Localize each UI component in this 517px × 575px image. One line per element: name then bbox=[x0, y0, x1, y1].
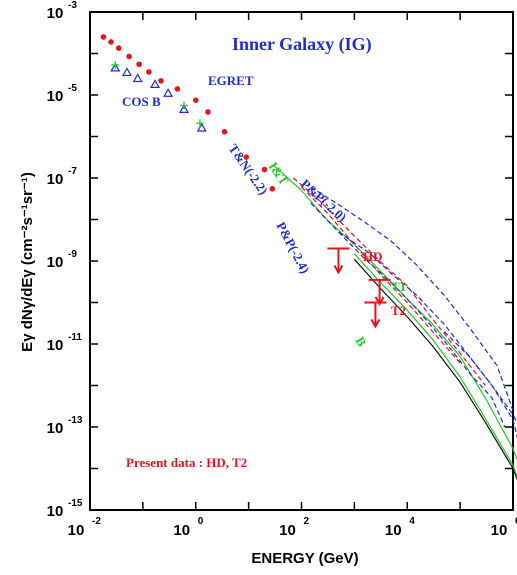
y-axis-title: Eγ dNγ/dEγ (cm⁻²s⁻¹sr⁻¹) bbox=[19, 172, 36, 352]
annotation-it: I&T bbox=[266, 159, 293, 188]
x-tick-exponent: 6 bbox=[515, 516, 517, 527]
egret-point bbox=[146, 69, 152, 75]
y-tick-label: 10 bbox=[47, 171, 64, 188]
y-tick-label: 10 bbox=[47, 254, 64, 271]
curve-red-dashed-2 bbox=[301, 186, 461, 364]
egret-point bbox=[115, 45, 122, 51]
curve-i-t bbox=[273, 165, 517, 461]
egret-point bbox=[136, 61, 142, 68]
annotation-b: B bbox=[352, 334, 369, 349]
cosb-point bbox=[110, 62, 121, 72]
annotation-pp24: P&P(-2.4) bbox=[273, 219, 313, 275]
y-tick-exponent: -7 bbox=[68, 166, 77, 177]
points-layer bbox=[100, 34, 391, 329]
egret-point bbox=[126, 53, 132, 60]
curve-p-p-2-0- bbox=[310, 186, 514, 411]
egret-point bbox=[100, 34, 107, 40]
egret-point bbox=[269, 185, 276, 192]
x-tick-label: 10 bbox=[173, 522, 190, 539]
cosb-point bbox=[150, 79, 161, 89]
egret-point bbox=[108, 39, 114, 45]
egret-point bbox=[158, 77, 164, 84]
green-cross-point bbox=[180, 101, 189, 110]
curve-blue-dashed-4 bbox=[443, 331, 517, 439]
egret-point bbox=[174, 86, 181, 92]
x-tick-label: 10 bbox=[68, 522, 85, 539]
x-axis-title: ENERGY (GeV) bbox=[251, 550, 358, 567]
x-tick-label: 10 bbox=[279, 522, 296, 539]
egret-point bbox=[243, 154, 250, 160]
y-tick-label: 10 bbox=[47, 5, 64, 22]
annotation-t2: T2 bbox=[391, 303, 406, 318]
x-tick-exponent: 4 bbox=[409, 516, 415, 527]
upper-limit-t2 bbox=[364, 301, 387, 329]
y-tick-exponent: -3 bbox=[68, 0, 77, 11]
x-tick-label: 10 bbox=[385, 522, 402, 539]
cosb-point bbox=[132, 73, 143, 83]
cosb-point bbox=[163, 88, 174, 97]
egret-point bbox=[221, 128, 228, 135]
green-cross-point bbox=[111, 60, 120, 69]
curve-blue-dashed-3 bbox=[338, 231, 517, 424]
y-tick-label: 10 bbox=[47, 337, 64, 354]
y-tick-exponent: -5 bbox=[68, 83, 77, 94]
y-tick-label: 10 bbox=[47, 88, 64, 105]
y-tick-label: 10 bbox=[47, 503, 64, 520]
y-tick-exponent: -15 bbox=[68, 498, 83, 509]
x-tick-exponent: 2 bbox=[304, 516, 310, 527]
y-tick-exponent: -9 bbox=[68, 249, 77, 260]
y-tick-label: 10 bbox=[47, 420, 64, 437]
egret-point bbox=[192, 97, 199, 103]
egret-point bbox=[261, 166, 268, 173]
annotation-cosb: COS B bbox=[122, 94, 161, 109]
annotation-hd: HD bbox=[363, 249, 383, 264]
curve-b-green bbox=[353, 253, 517, 479]
upper-limit-t1 bbox=[368, 278, 391, 306]
cosb-point bbox=[121, 67, 132, 77]
annotation-egret: EGRET bbox=[208, 73, 254, 88]
green-cross-point bbox=[195, 119, 204, 128]
egret-point bbox=[205, 109, 211, 115]
curve-t-n-2-2- bbox=[292, 177, 486, 386]
axis-ticks: 10 -2 10 0 10 2 10 4 10 6 10 -15 10 -13 10 -11 10 -9 10 -7 1… bbox=[47, 0, 517, 539]
curves-layer bbox=[273, 165, 517, 481]
x-tick-exponent: -2 bbox=[92, 516, 101, 527]
curve-p-p-2-4- bbox=[310, 202, 506, 428]
chart-title: Inner Galaxy (IG) bbox=[232, 34, 372, 55]
annotation-present-data: Present data : HD, T2 bbox=[126, 455, 247, 470]
y-tick-exponent: -13 bbox=[68, 415, 83, 426]
curve-b bbox=[353, 258, 517, 481]
cosb-point bbox=[196, 122, 207, 132]
cosb-point bbox=[178, 104, 190, 113]
x-tick-exponent: 0 bbox=[198, 516, 204, 527]
upper-limit-hd bbox=[327, 247, 350, 275]
x-tick-label: 10 bbox=[491, 522, 508, 539]
y-tick-exponent: -11 bbox=[68, 332, 82, 343]
annotation-t1: T1 bbox=[391, 279, 406, 294]
